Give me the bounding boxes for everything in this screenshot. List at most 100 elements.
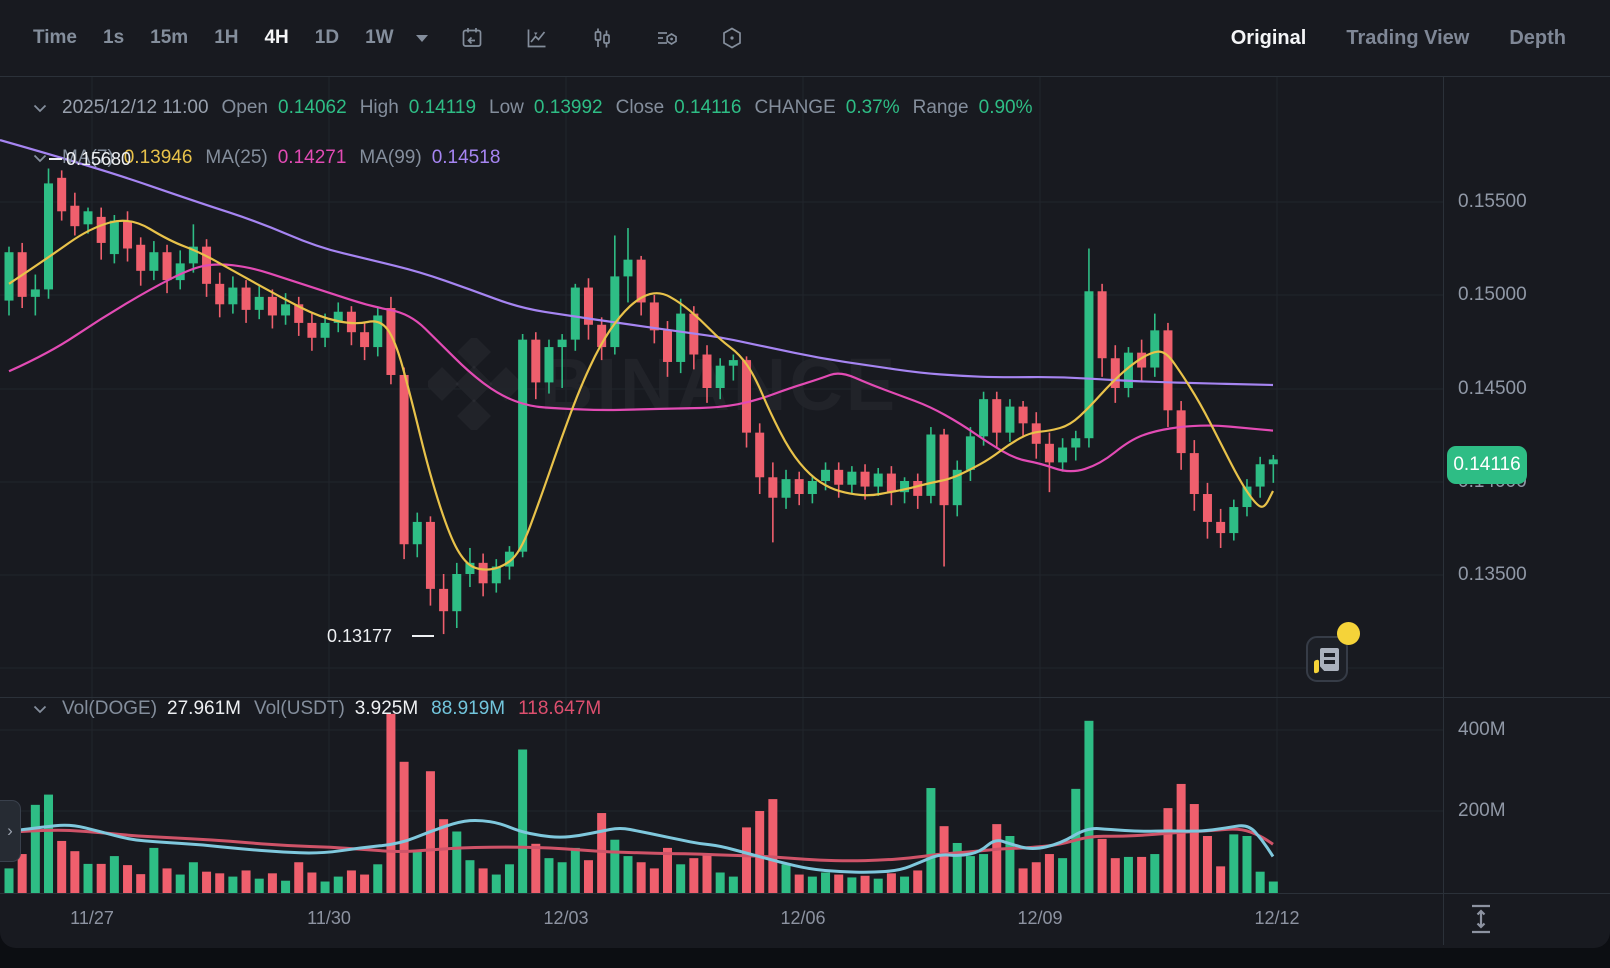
range-label: Range [912, 97, 969, 118]
candle-body [386, 308, 396, 375]
date-axis-label: 11/30 [307, 908, 351, 928]
volume-bar [504, 864, 514, 893]
interval-time[interactable]: Time [33, 27, 78, 48]
candle-body [412, 521, 422, 545]
calendar-edit-icon[interactable] [460, 26, 484, 50]
volume-bar [979, 854, 989, 893]
candle-body [478, 562, 488, 584]
interval-1w[interactable]: 1W [365, 27, 394, 48]
news-button[interactable] [1306, 636, 1348, 682]
interval-1d[interactable]: 1D [314, 27, 340, 48]
ma-collapse-chevron-icon[interactable] [33, 154, 47, 163]
tab-trading-view[interactable]: Trading View [1346, 26, 1470, 49]
date-axis-label: 12/09 [1017, 908, 1063, 928]
volume-bar [425, 771, 435, 893]
candle-body [1202, 494, 1212, 522]
chart-tools [460, 26, 744, 50]
open-value: 0.14062 [278, 97, 347, 118]
volume-bar [689, 858, 699, 893]
volume-bar [1189, 804, 1199, 893]
low-label: Low [489, 97, 524, 118]
volume-bar [847, 877, 857, 893]
candle-body [1044, 443, 1054, 463]
volume-bar [597, 813, 607, 893]
candle-body [1255, 464, 1265, 487]
last-price-badge: 0.14116 [1447, 446, 1527, 484]
candle-body [1150, 330, 1160, 368]
tab-original[interactable]: Original [1230, 26, 1307, 49]
candle-body [175, 263, 185, 281]
volume-bar [491, 874, 501, 893]
volume-bar [794, 874, 804, 893]
volume-bar [873, 878, 883, 893]
tab-depth[interactable]: Depth [1509, 26, 1566, 49]
binance-logo-icon [428, 338, 520, 430]
candle-body [913, 481, 923, 496]
interval-1h[interactable]: 1H [214, 27, 239, 48]
fit-scale-icon[interactable] [1468, 902, 1494, 941]
volume-bar [4, 868, 14, 893]
volume-bar [610, 839, 620, 893]
hexagon-settings-icon[interactable] [720, 26, 744, 50]
candle-body [636, 259, 646, 303]
candle-body [1005, 406, 1015, 433]
price-axis-label: 0.14500 [1458, 378, 1527, 399]
volume-bar [254, 878, 264, 893]
candle-body [952, 469, 962, 506]
date-axis-label: 11/27 [70, 908, 114, 928]
volume-collapse-chevron-icon[interactable] [33, 705, 47, 714]
candle-timestamp: 2025/12/12 11:00 [62, 97, 209, 118]
volume-bar [136, 874, 146, 893]
chart-card: BINANCE Time 1s 15m 1H 4H 1D 1W [0, 0, 1610, 948]
candle-body [1268, 459, 1278, 465]
candle-body [847, 471, 857, 485]
low-marker-dash [412, 635, 434, 637]
line-chart-icon[interactable] [525, 26, 549, 50]
candle-body [623, 259, 633, 277]
candle-body [149, 252, 159, 271]
volume-legend: Vol(DOGE) 27.961M Vol(USDT) 3.925M 88.919M… [33, 698, 601, 720]
volume-bar [1163, 808, 1173, 893]
range-value: 0.90% [978, 97, 1033, 118]
volume-bar [860, 875, 870, 893]
interval-4h[interactable]: 4H [264, 27, 289, 48]
volume-bar [583, 860, 593, 893]
candle-body [755, 432, 765, 478]
candle-body [1071, 438, 1081, 448]
candle-body [241, 287, 251, 310]
panel-expand-handle[interactable]: › [0, 800, 21, 862]
interval-1s[interactable]: 1s [103, 27, 125, 48]
price-axis-label: 0.13500 [1458, 564, 1527, 585]
volume-bar [1018, 868, 1028, 893]
close-value: 0.14116 [674, 97, 742, 118]
indicator-list-icon[interactable] [655, 26, 679, 50]
collapse-chevron-icon[interactable] [33, 104, 47, 113]
volume-bar [346, 870, 356, 893]
volume-bar [1110, 858, 1120, 893]
candle-body [781, 479, 791, 498]
candlestick-chart[interactable] [0, 0, 1443, 945]
candle-body [17, 252, 27, 297]
interval-dropdown-caret-icon[interactable] [415, 34, 428, 42]
candle-body [965, 436, 975, 470]
candle-body [610, 276, 620, 348]
volume-bar [123, 865, 133, 893]
low-value: 0.13992 [533, 97, 603, 118]
candle-body [333, 311, 343, 323]
candle-body [1084, 291, 1094, 439]
interval-15m[interactable]: 15m [150, 27, 189, 48]
binance-watermark: BINANCE [428, 338, 898, 430]
candle-body [821, 469, 831, 481]
volume-bar [1137, 856, 1147, 893]
volume-bar [1202, 836, 1212, 893]
candle-body [465, 562, 475, 574]
high-value: 0.14119 [408, 97, 477, 118]
candles-icon[interactable] [590, 26, 614, 50]
price-axis-border [1443, 77, 1444, 945]
volume-bar [518, 749, 528, 893]
volume-bar [952, 842, 962, 893]
volume-bar [1268, 881, 1278, 893]
candle-body [188, 246, 198, 264]
volume-bar [1071, 788, 1081, 893]
candle-body [70, 205, 80, 227]
